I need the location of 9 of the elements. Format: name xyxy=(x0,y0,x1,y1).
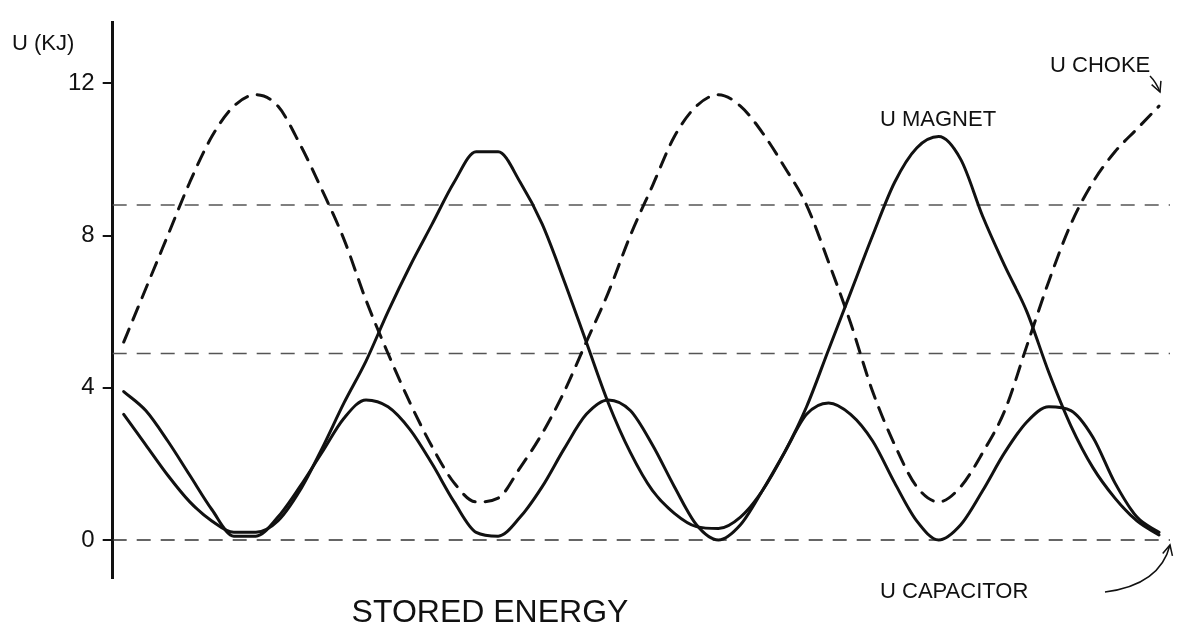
series-label: U MAGNET xyxy=(880,106,997,131)
text: STORED ENERGY xyxy=(351,593,629,629)
y-axis-title: U (KJ) xyxy=(12,30,75,55)
text: U CAPACITOR xyxy=(880,578,1029,603)
y-tick-label: 4 xyxy=(81,372,95,400)
series-label: U CHOKE xyxy=(1050,52,1151,77)
y-tick-label: 8 xyxy=(81,220,95,248)
y-tick-label: 12 xyxy=(67,67,95,95)
y-tick-label: 0 xyxy=(81,524,95,552)
